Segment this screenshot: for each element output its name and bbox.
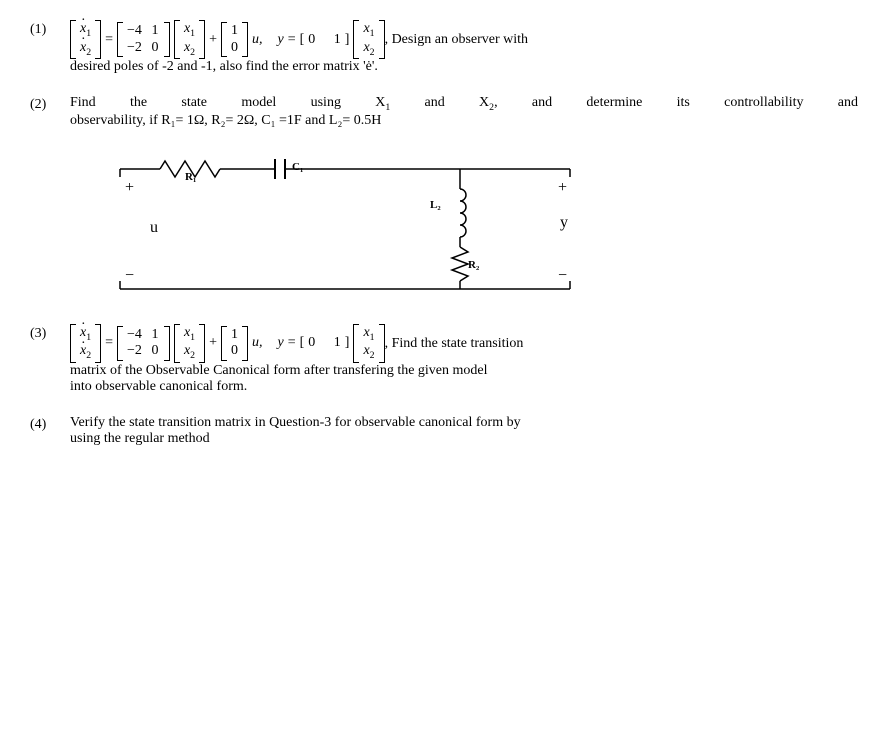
problem-4-body: Verify the state transition matrix in Qu…	[70, 415, 858, 447]
problem-2-body: Find the state model using X1 and X2, an…	[70, 95, 858, 129]
problem-4-line2: using the regular method	[70, 431, 858, 447]
problem-3-body: x1 x2 = −4−2 10 x1 x2 +	[70, 324, 858, 395]
equals-sign: =	[105, 32, 113, 48]
row-close: ]	[345, 32, 350, 48]
label-y: y	[560, 214, 568, 232]
problem-3: (3) x1 x2 = −4−2 10 x1	[30, 324, 858, 395]
problem-1-body: x1 x2 = −4−2 10 x1 x2 +	[70, 20, 858, 75]
problem-number-2: (2)	[30, 95, 70, 113]
equals-sign-2: =	[288, 32, 296, 48]
A-matrix: −4−2 10	[117, 22, 170, 58]
label-l2: L₂	[430, 199, 441, 211]
x-vector: x1 x2	[174, 20, 205, 59]
xdot-vector-3: x1 x2	[70, 324, 101, 363]
y-output: y	[277, 32, 283, 48]
problem-4: (4) Verify the state transition matrix i…	[30, 415, 858, 447]
row-open: [	[300, 32, 305, 48]
problem-4-line1: Verify the state transition matrix in Qu…	[70, 415, 858, 431]
label-plus-right: +	[558, 179, 567, 197]
label-minus-right: −	[558, 267, 567, 285]
B-matrix: 10	[221, 22, 248, 58]
label-c1: C₁	[292, 161, 303, 173]
x-vector-3b: x1 x2	[353, 324, 384, 363]
problem-3-line3: into observable canonical form.	[70, 379, 858, 395]
equation-1: x1 x2 = −4−2 10 x1 x2 +	[70, 20, 385, 59]
x-vector-2: x1 x2	[353, 20, 384, 59]
problem-2: (2) Find the state model using X1 and X2…	[30, 95, 858, 129]
problem-3-line2: matrix of the Observable Canonical form …	[70, 363, 858, 379]
problem-number-4: (4)	[30, 415, 70, 433]
xdot-vector: x1 x2	[70, 20, 101, 59]
B-matrix-3: 10	[221, 326, 248, 362]
equation-3: x1 x2 = −4−2 10 x1 x2 +	[70, 324, 385, 363]
x-vector-3: x1 x2	[174, 324, 205, 363]
label-r1: R₁	[185, 171, 196, 183]
label-plus-left: +	[125, 179, 134, 197]
p2-line1c: , and determine its controllability and	[494, 95, 858, 110]
problem-1-tail: , Design an observer with	[385, 32, 528, 47]
A-matrix-3: −4−2 10	[117, 326, 170, 362]
problem-number-3: (3)	[30, 324, 70, 342]
u-input: u,	[252, 32, 263, 48]
problem-1: (1) x1 x2 = −4−2 10 x1	[30, 20, 858, 75]
circuit-diagram: + − + − u y R₁ C₁ L₂ R₂	[70, 149, 590, 309]
p2-line1a: Find the state model using X	[70, 95, 385, 110]
p2-line2: observability, if R₁= 1Ω, R₂= 2Ω, C₁ =1F…	[70, 113, 858, 129]
circuit-svg	[70, 149, 590, 309]
label-r2: R₂	[468, 259, 479, 271]
problem-3-tail: , Find the state transition	[385, 336, 524, 351]
label-u: u	[150, 219, 158, 237]
plus-sign: +	[209, 32, 217, 48]
problem-number-1: (1)	[30, 20, 70, 38]
label-minus-left: −	[125, 267, 134, 285]
problem-1-line2: desired poles of -2 and -1, also find th…	[70, 59, 858, 75]
